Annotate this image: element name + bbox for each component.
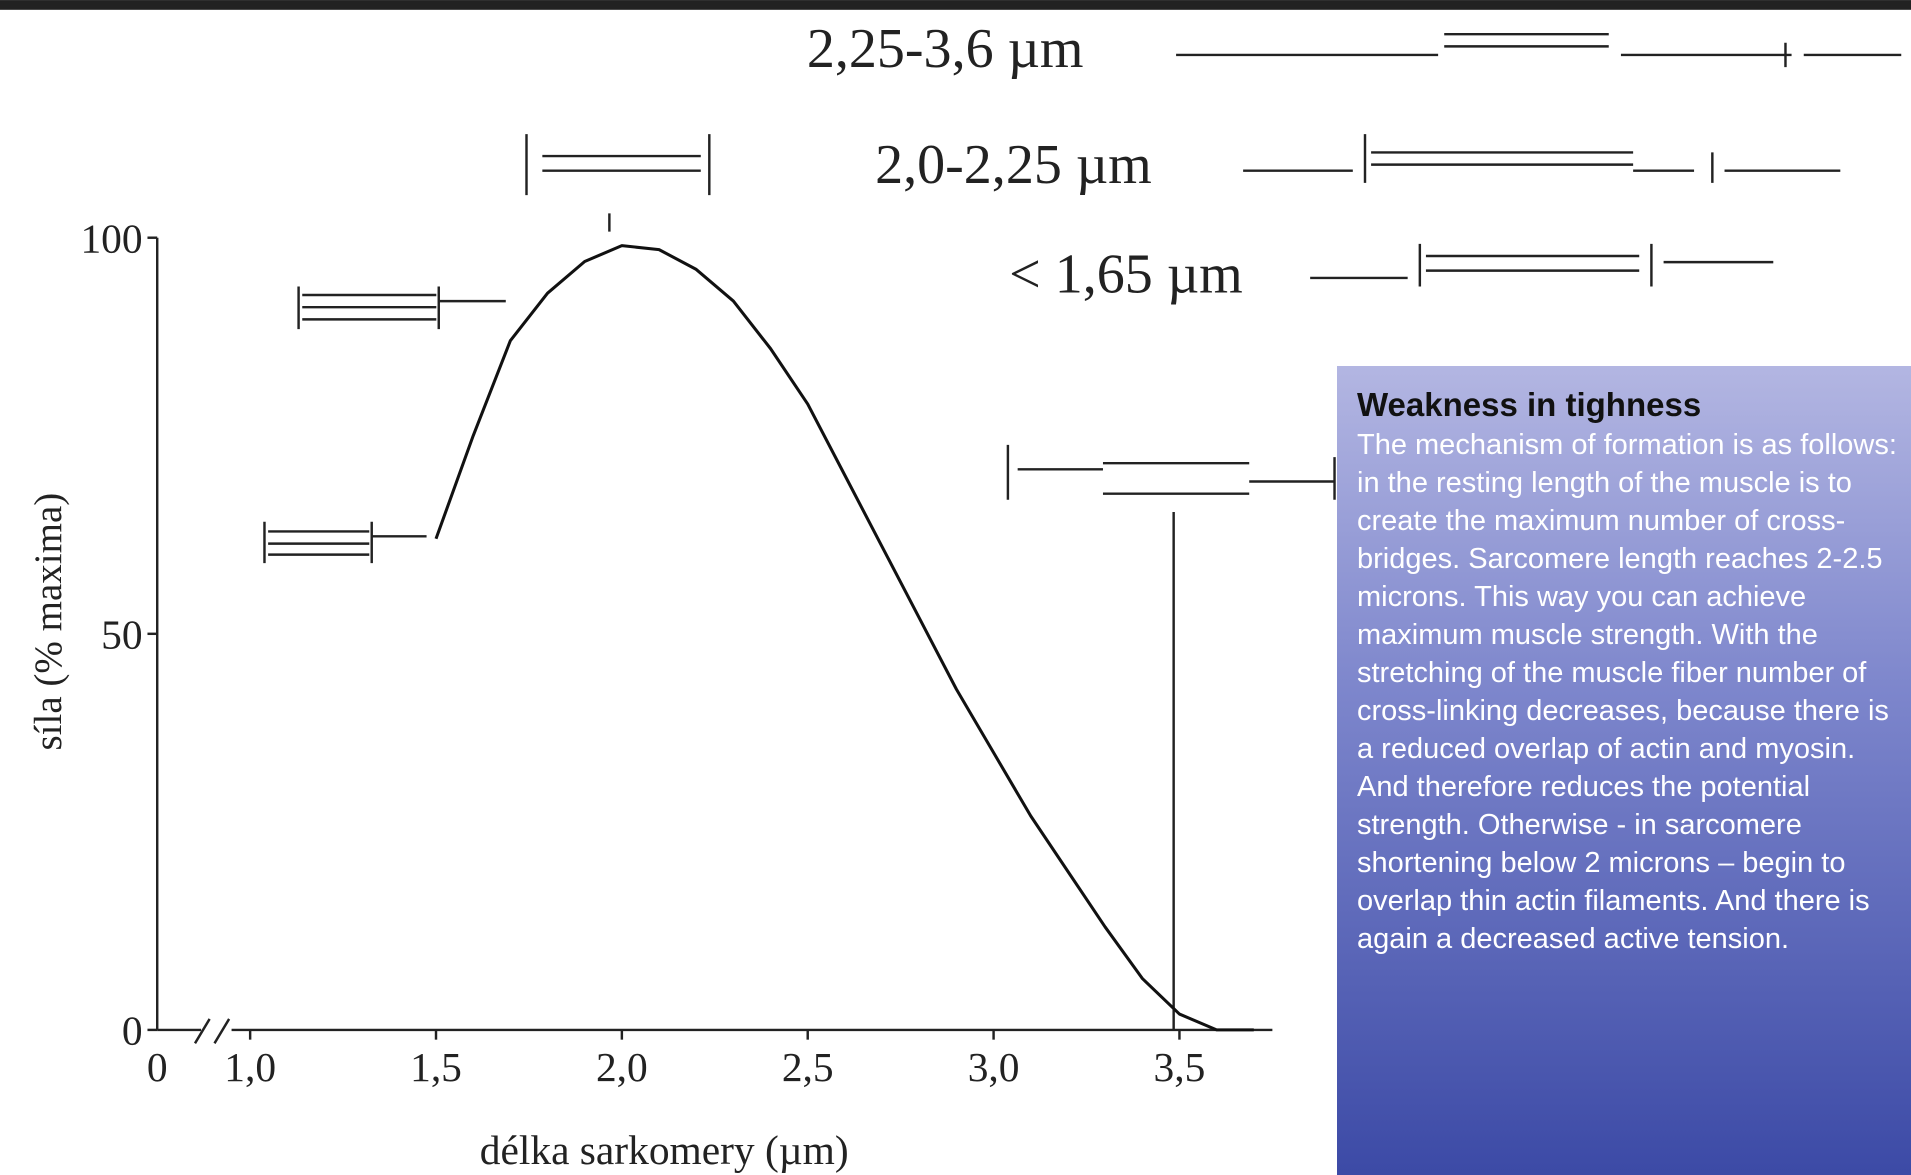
x-tick-label: 0 [147, 1044, 168, 1090]
annotation: 2,25-3,6 µm [807, 18, 1084, 80]
top-bar [0, 0, 1911, 10]
y-tick-label: 0 [122, 1008, 143, 1054]
x-tick-label: 3,5 [1154, 1044, 1206, 1090]
y-tick-label: 50 [101, 611, 142, 657]
y-tick-label: 100 [80, 215, 142, 261]
x-tick-label: 1,5 [410, 1044, 462, 1090]
x-tick-label: 3,0 [968, 1044, 1020, 1090]
text-box: Weakness in tighness The mechanism of fo… [1337, 366, 1911, 1175]
axis-break [193, 1018, 231, 1044]
x-tick-label: 1,0 [224, 1044, 276, 1090]
data-line [434, 244, 1254, 1032]
x-tick-label: 2,0 [596, 1044, 648, 1090]
annotation: 2,0-2,25 µm [875, 134, 1152, 196]
x-axis-label: délka sarkomery (µm) [480, 1127, 849, 1174]
text-box-title: Weakness in tighness [1357, 386, 1702, 423]
y-axis-label: síla (% maxima) [27, 493, 70, 751]
text-box-body: The mechanism of formation is as follows… [1357, 429, 1897, 955]
sarcomere-diagrams [263, 32, 1902, 1030]
annotation: < 1,65 µm [1009, 244, 1243, 306]
x-tick-label: 2,5 [782, 1044, 834, 1090]
